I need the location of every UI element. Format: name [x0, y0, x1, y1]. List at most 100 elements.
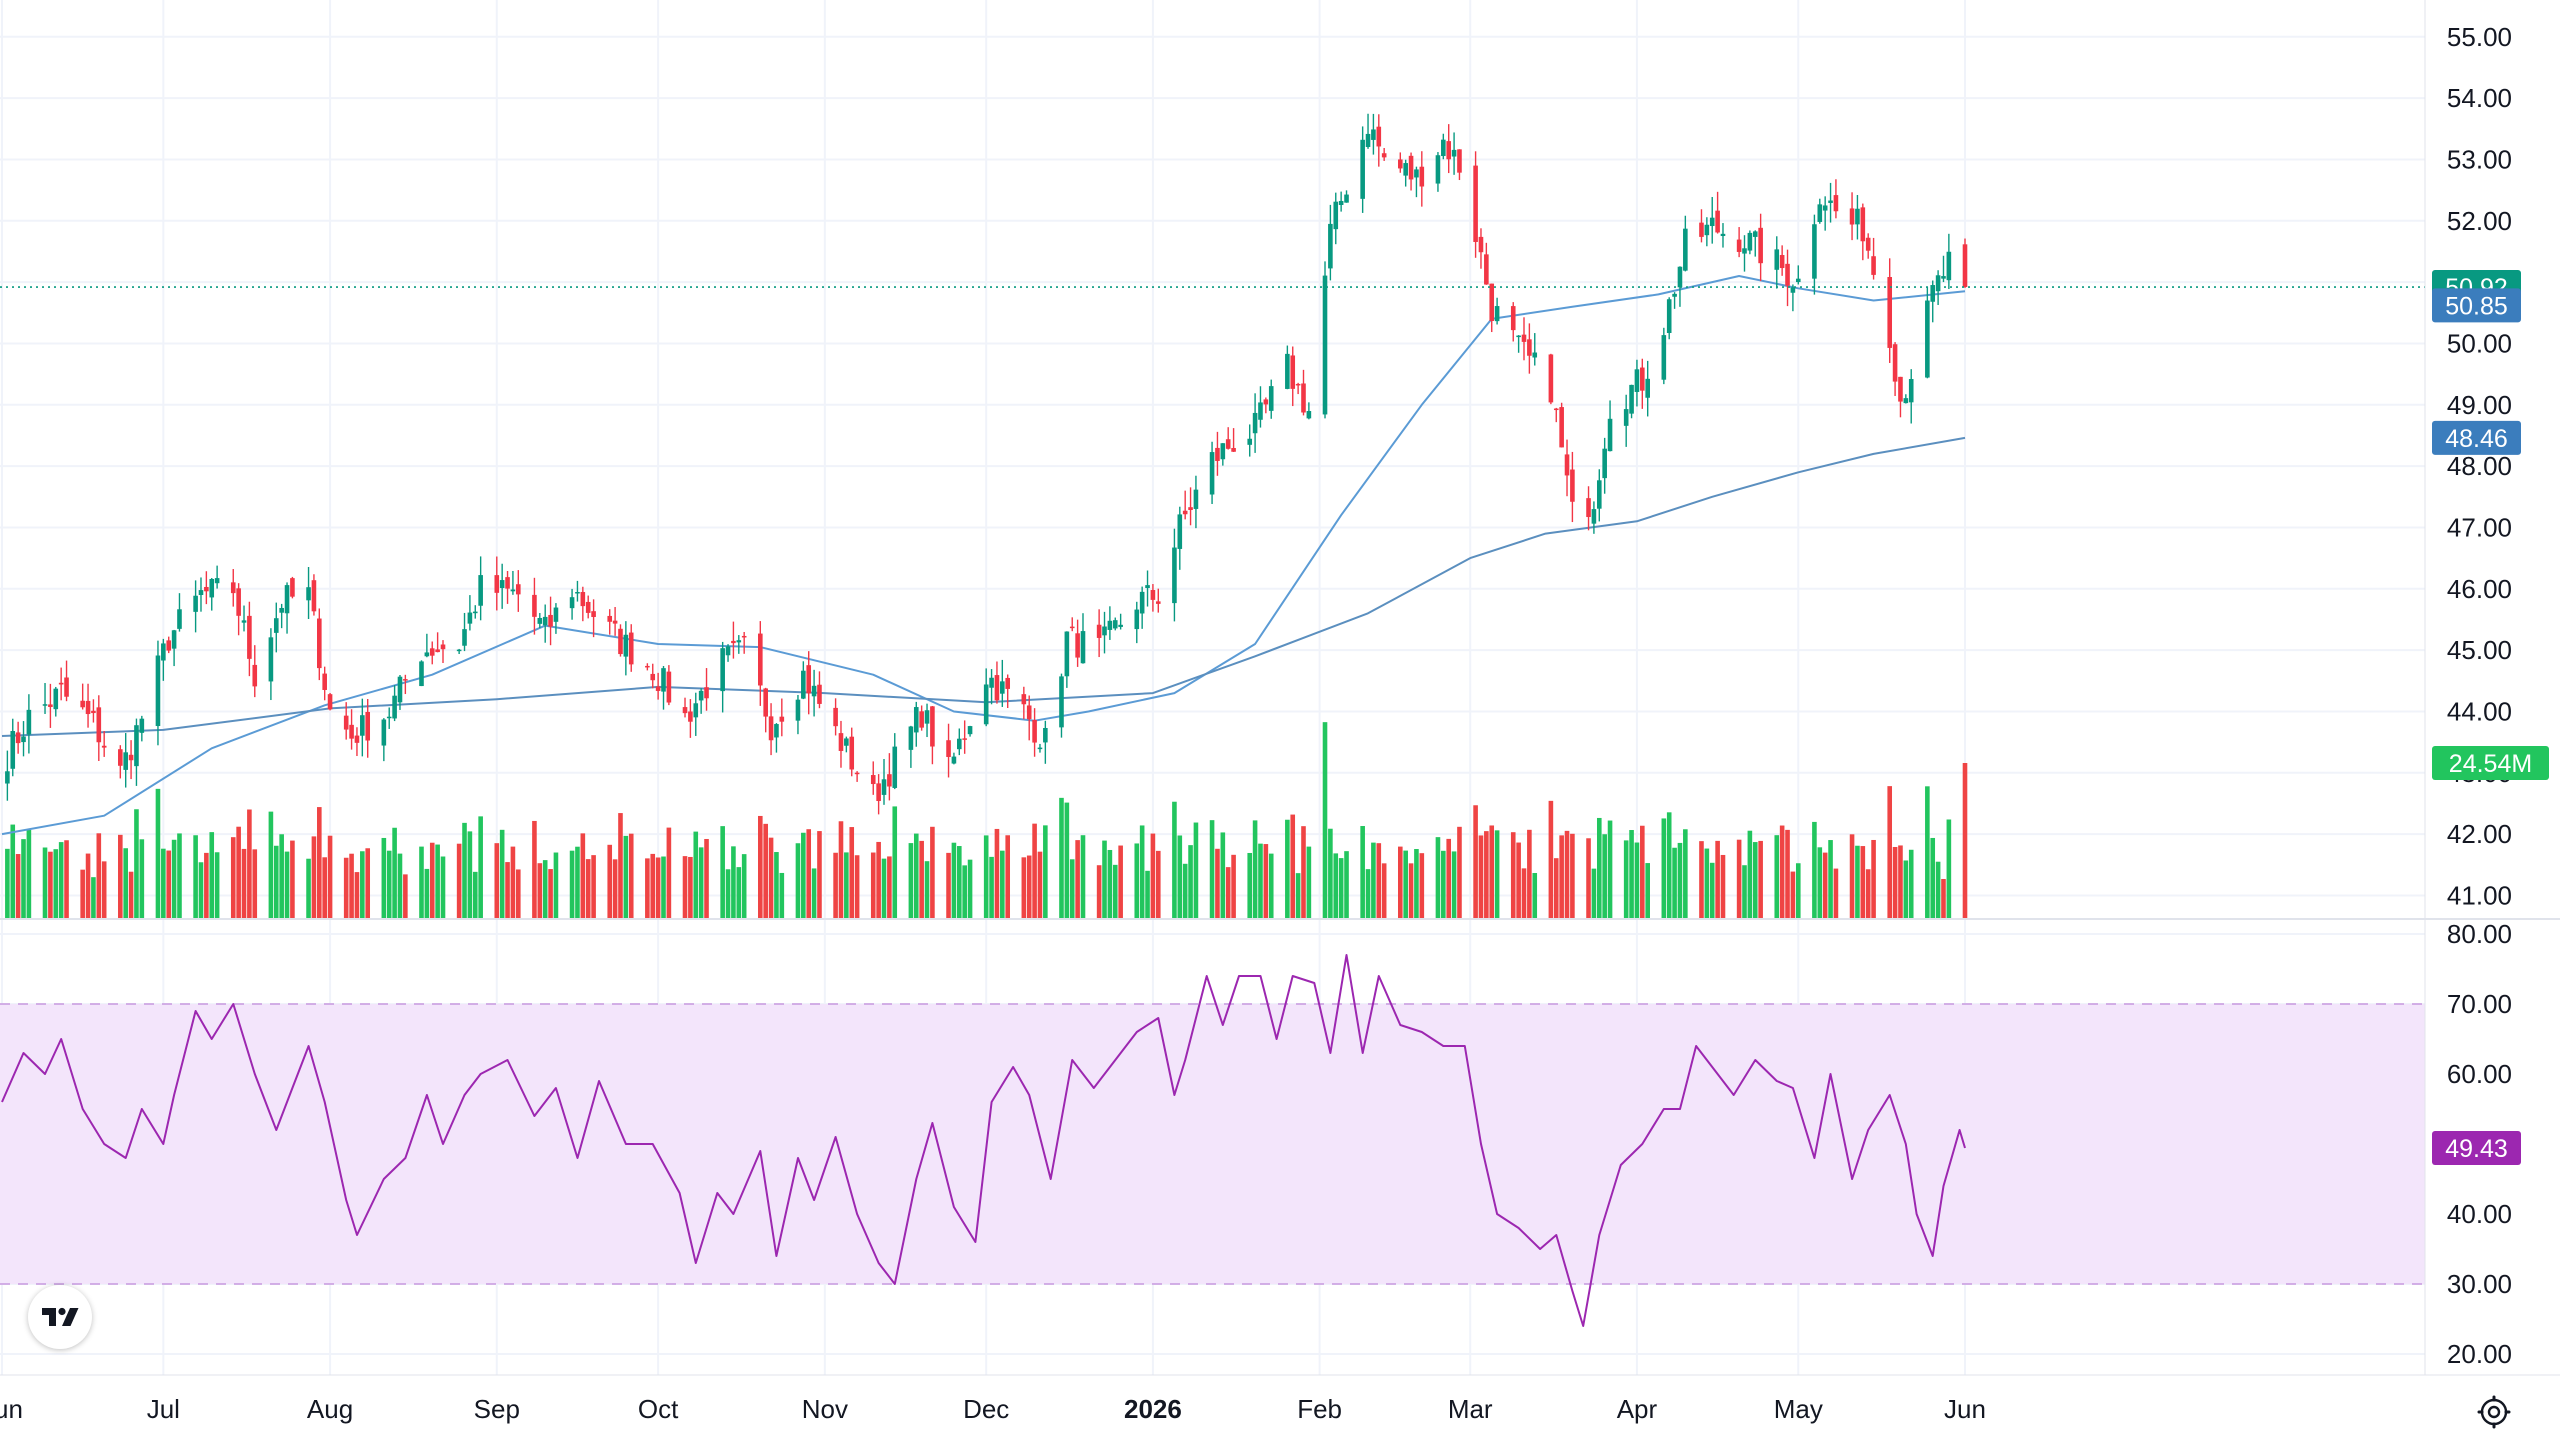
candle-down — [854, 772, 860, 775]
candle-up — [5, 771, 10, 784]
volume-bar — [1795, 863, 1801, 918]
volume-bar — [1672, 847, 1677, 918]
candle-up — [279, 607, 284, 613]
candle-down — [591, 611, 596, 617]
candle-up — [139, 718, 145, 733]
volume-bar — [1742, 865, 1747, 918]
volume-bar — [1602, 834, 1607, 918]
candle-down — [515, 584, 521, 595]
time-tick-label: Apr — [1617, 1394, 1658, 1424]
candle-up — [1494, 306, 1500, 322]
volume-bar — [1828, 840, 1833, 918]
candle-down — [1559, 407, 1564, 448]
candle-up — [569, 597, 575, 609]
candle-up — [1193, 489, 1199, 509]
candle-up — [198, 590, 204, 595]
volume-bar — [1591, 868, 1597, 918]
candle-up — [908, 726, 914, 750]
candle-up — [392, 695, 397, 719]
volume-bar — [731, 846, 736, 918]
gear-icon[interactable] — [2474, 1392, 2514, 1432]
moving-averages — [1, 275, 1966, 836]
candle-up — [26, 709, 32, 735]
candle-up — [1709, 217, 1715, 227]
candle-up — [1102, 626, 1107, 636]
candle-up — [801, 670, 806, 699]
volume-bar — [876, 841, 881, 918]
candle-up — [1435, 155, 1441, 184]
volume-bar — [161, 848, 166, 918]
volume-bar — [1457, 826, 1462, 918]
candle-down — [403, 679, 408, 681]
volume-badge-bg — [2432, 746, 2549, 780]
candle-up — [1037, 747, 1043, 750]
volume-bar — [1112, 864, 1118, 918]
volume-bar — [763, 823, 768, 918]
candle-up — [1360, 139, 1365, 199]
candle-down — [1484, 254, 1489, 285]
candle-up — [1941, 276, 1946, 279]
candle-up — [1064, 631, 1070, 677]
candle-up — [1414, 169, 1419, 178]
volume-bar — [553, 852, 559, 918]
volume-bar — [392, 827, 397, 918]
volume-bar — [1102, 840, 1107, 918]
candle-down — [887, 774, 892, 787]
candle-down — [1188, 507, 1193, 510]
time-axis[interactable]: Jun Jul Aug Sep Oct Nov Dec 2026 Feb Mar Apr May Jun — [0, 1394, 1986, 1424]
volume-bar — [456, 843, 462, 918]
candle-down — [1408, 155, 1414, 180]
volume-bar — [499, 829, 505, 918]
volume-bar — [1930, 837, 1936, 918]
candle-up — [1059, 676, 1064, 728]
volume-bar — [930, 826, 935, 918]
volume-bar — [1532, 873, 1538, 918]
candle-up — [134, 725, 139, 767]
candle-down — [1215, 447, 1220, 461]
candle-up — [1258, 402, 1263, 420]
candle-down — [48, 704, 53, 708]
candle-down — [612, 620, 618, 624]
candle-down — [682, 707, 688, 714]
volume-bar — [1398, 846, 1403, 918]
volume-bar — [1037, 851, 1043, 918]
candle-down — [349, 724, 354, 739]
volume-bar — [365, 848, 371, 918]
candle-down — [645, 665, 650, 668]
volume-bar — [1285, 819, 1290, 918]
candle-down — [1398, 159, 1403, 169]
ma-fast-badge-bg — [2432, 288, 2521, 323]
volume-bar — [1709, 862, 1715, 918]
candle-down — [1290, 355, 1296, 389]
candle-up — [42, 704, 48, 706]
candle-up — [1828, 200, 1833, 203]
volume-bar — [1215, 848, 1220, 918]
volume-bar — [505, 862, 510, 918]
volume-bar — [1833, 868, 1839, 918]
volume-bar — [1059, 797, 1064, 918]
ma-fast-badge-text: 50.85 — [2445, 292, 2508, 320]
candle-down — [365, 711, 371, 741]
candle-down — [1478, 236, 1484, 253]
candle-up — [241, 620, 247, 623]
candle-down — [1026, 705, 1032, 720]
candle-up — [1795, 278, 1801, 283]
volume-bar — [510, 846, 516, 918]
volume-bar — [343, 857, 349, 918]
volume-bar — [1268, 853, 1274, 918]
candle-up — [1629, 384, 1634, 414]
volume-bar — [209, 832, 215, 918]
candle-up — [1365, 133, 1371, 147]
volume-bar — [1510, 832, 1516, 918]
candle-up — [1855, 208, 1860, 225]
volume-bar — [472, 871, 478, 918]
volume-bar — [64, 840, 69, 918]
candle-down — [118, 749, 123, 766]
tradingview-logo-icon[interactable] — [28, 1285, 92, 1349]
candle-down — [91, 710, 96, 714]
volume-bar — [628, 833, 634, 918]
